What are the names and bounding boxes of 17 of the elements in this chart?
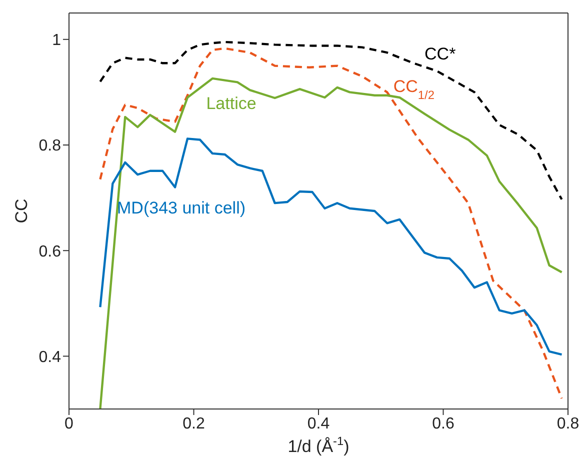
line-series bbox=[99, 138, 563, 356]
x-axis-title: 1/d (Å$^{-1}$) bbox=[288, 434, 350, 456]
series-label: CC$_{1/2}$ bbox=[393, 77, 435, 102]
series-label: CC* bbox=[424, 44, 456, 64]
x-tick-label: 0 bbox=[64, 415, 74, 432]
y-tick-label: 0.4 bbox=[38, 348, 62, 366]
x-tick-label: 0.6 bbox=[432, 415, 454, 432]
y-tick-label: 1 bbox=[52, 32, 62, 50]
x-tick-label: 0.4 bbox=[307, 415, 330, 432]
line-series bbox=[99, 40, 563, 200]
series-label: Lattice bbox=[206, 94, 256, 114]
x-tick-label: 0.2 bbox=[182, 415, 205, 432]
series-label: MD(343 unit cell) bbox=[117, 198, 246, 218]
y-tick-label: 0.8 bbox=[38, 138, 62, 155]
y-axis-title: CC bbox=[12, 198, 31, 224]
x-tick-label: 0.8 bbox=[556, 415, 580, 432]
y-tick-label: 0.6 bbox=[38, 243, 62, 260]
